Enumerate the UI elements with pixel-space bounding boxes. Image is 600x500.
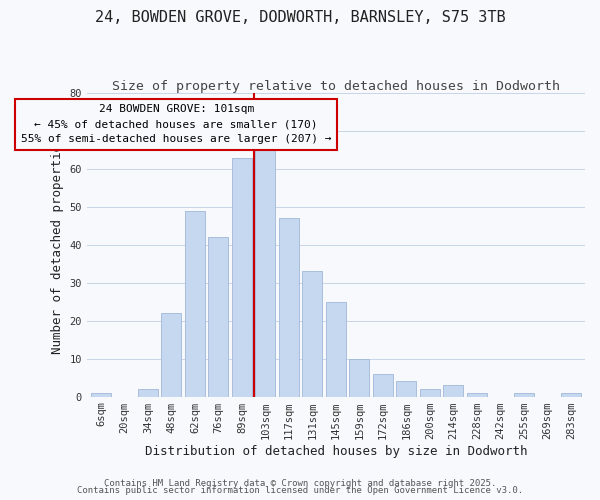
Bar xyxy=(161,313,181,396)
Bar xyxy=(373,374,393,396)
Bar xyxy=(185,210,205,396)
Text: 24, BOWDEN GROVE, DODWORTH, BARNSLEY, S75 3TB: 24, BOWDEN GROVE, DODWORTH, BARNSLEY, S7… xyxy=(95,10,505,25)
Bar xyxy=(279,218,299,396)
Bar xyxy=(561,393,581,396)
Bar xyxy=(397,382,416,396)
Bar xyxy=(232,158,252,396)
Text: Contains HM Land Registry data © Crown copyright and database right 2025.: Contains HM Land Registry data © Crown c… xyxy=(104,478,496,488)
Bar xyxy=(467,393,487,396)
Bar xyxy=(326,302,346,396)
Bar xyxy=(443,385,463,396)
Bar xyxy=(208,237,229,396)
Bar xyxy=(91,393,111,396)
Bar xyxy=(302,272,322,396)
Bar xyxy=(256,146,275,397)
Title: Size of property relative to detached houses in Dodworth: Size of property relative to detached ho… xyxy=(112,80,560,93)
Y-axis label: Number of detached properties: Number of detached properties xyxy=(51,136,64,354)
Bar xyxy=(514,393,534,396)
Bar xyxy=(420,389,440,396)
Text: Contains public sector information licensed under the Open Government Licence v3: Contains public sector information licen… xyxy=(77,486,523,495)
Bar xyxy=(138,389,158,396)
Bar xyxy=(349,358,370,397)
Text: 24 BOWDEN GROVE: 101sqm
← 45% of detached houses are smaller (170)
55% of semi-d: 24 BOWDEN GROVE: 101sqm ← 45% of detache… xyxy=(21,104,331,144)
X-axis label: Distribution of detached houses by size in Dodworth: Distribution of detached houses by size … xyxy=(145,444,527,458)
